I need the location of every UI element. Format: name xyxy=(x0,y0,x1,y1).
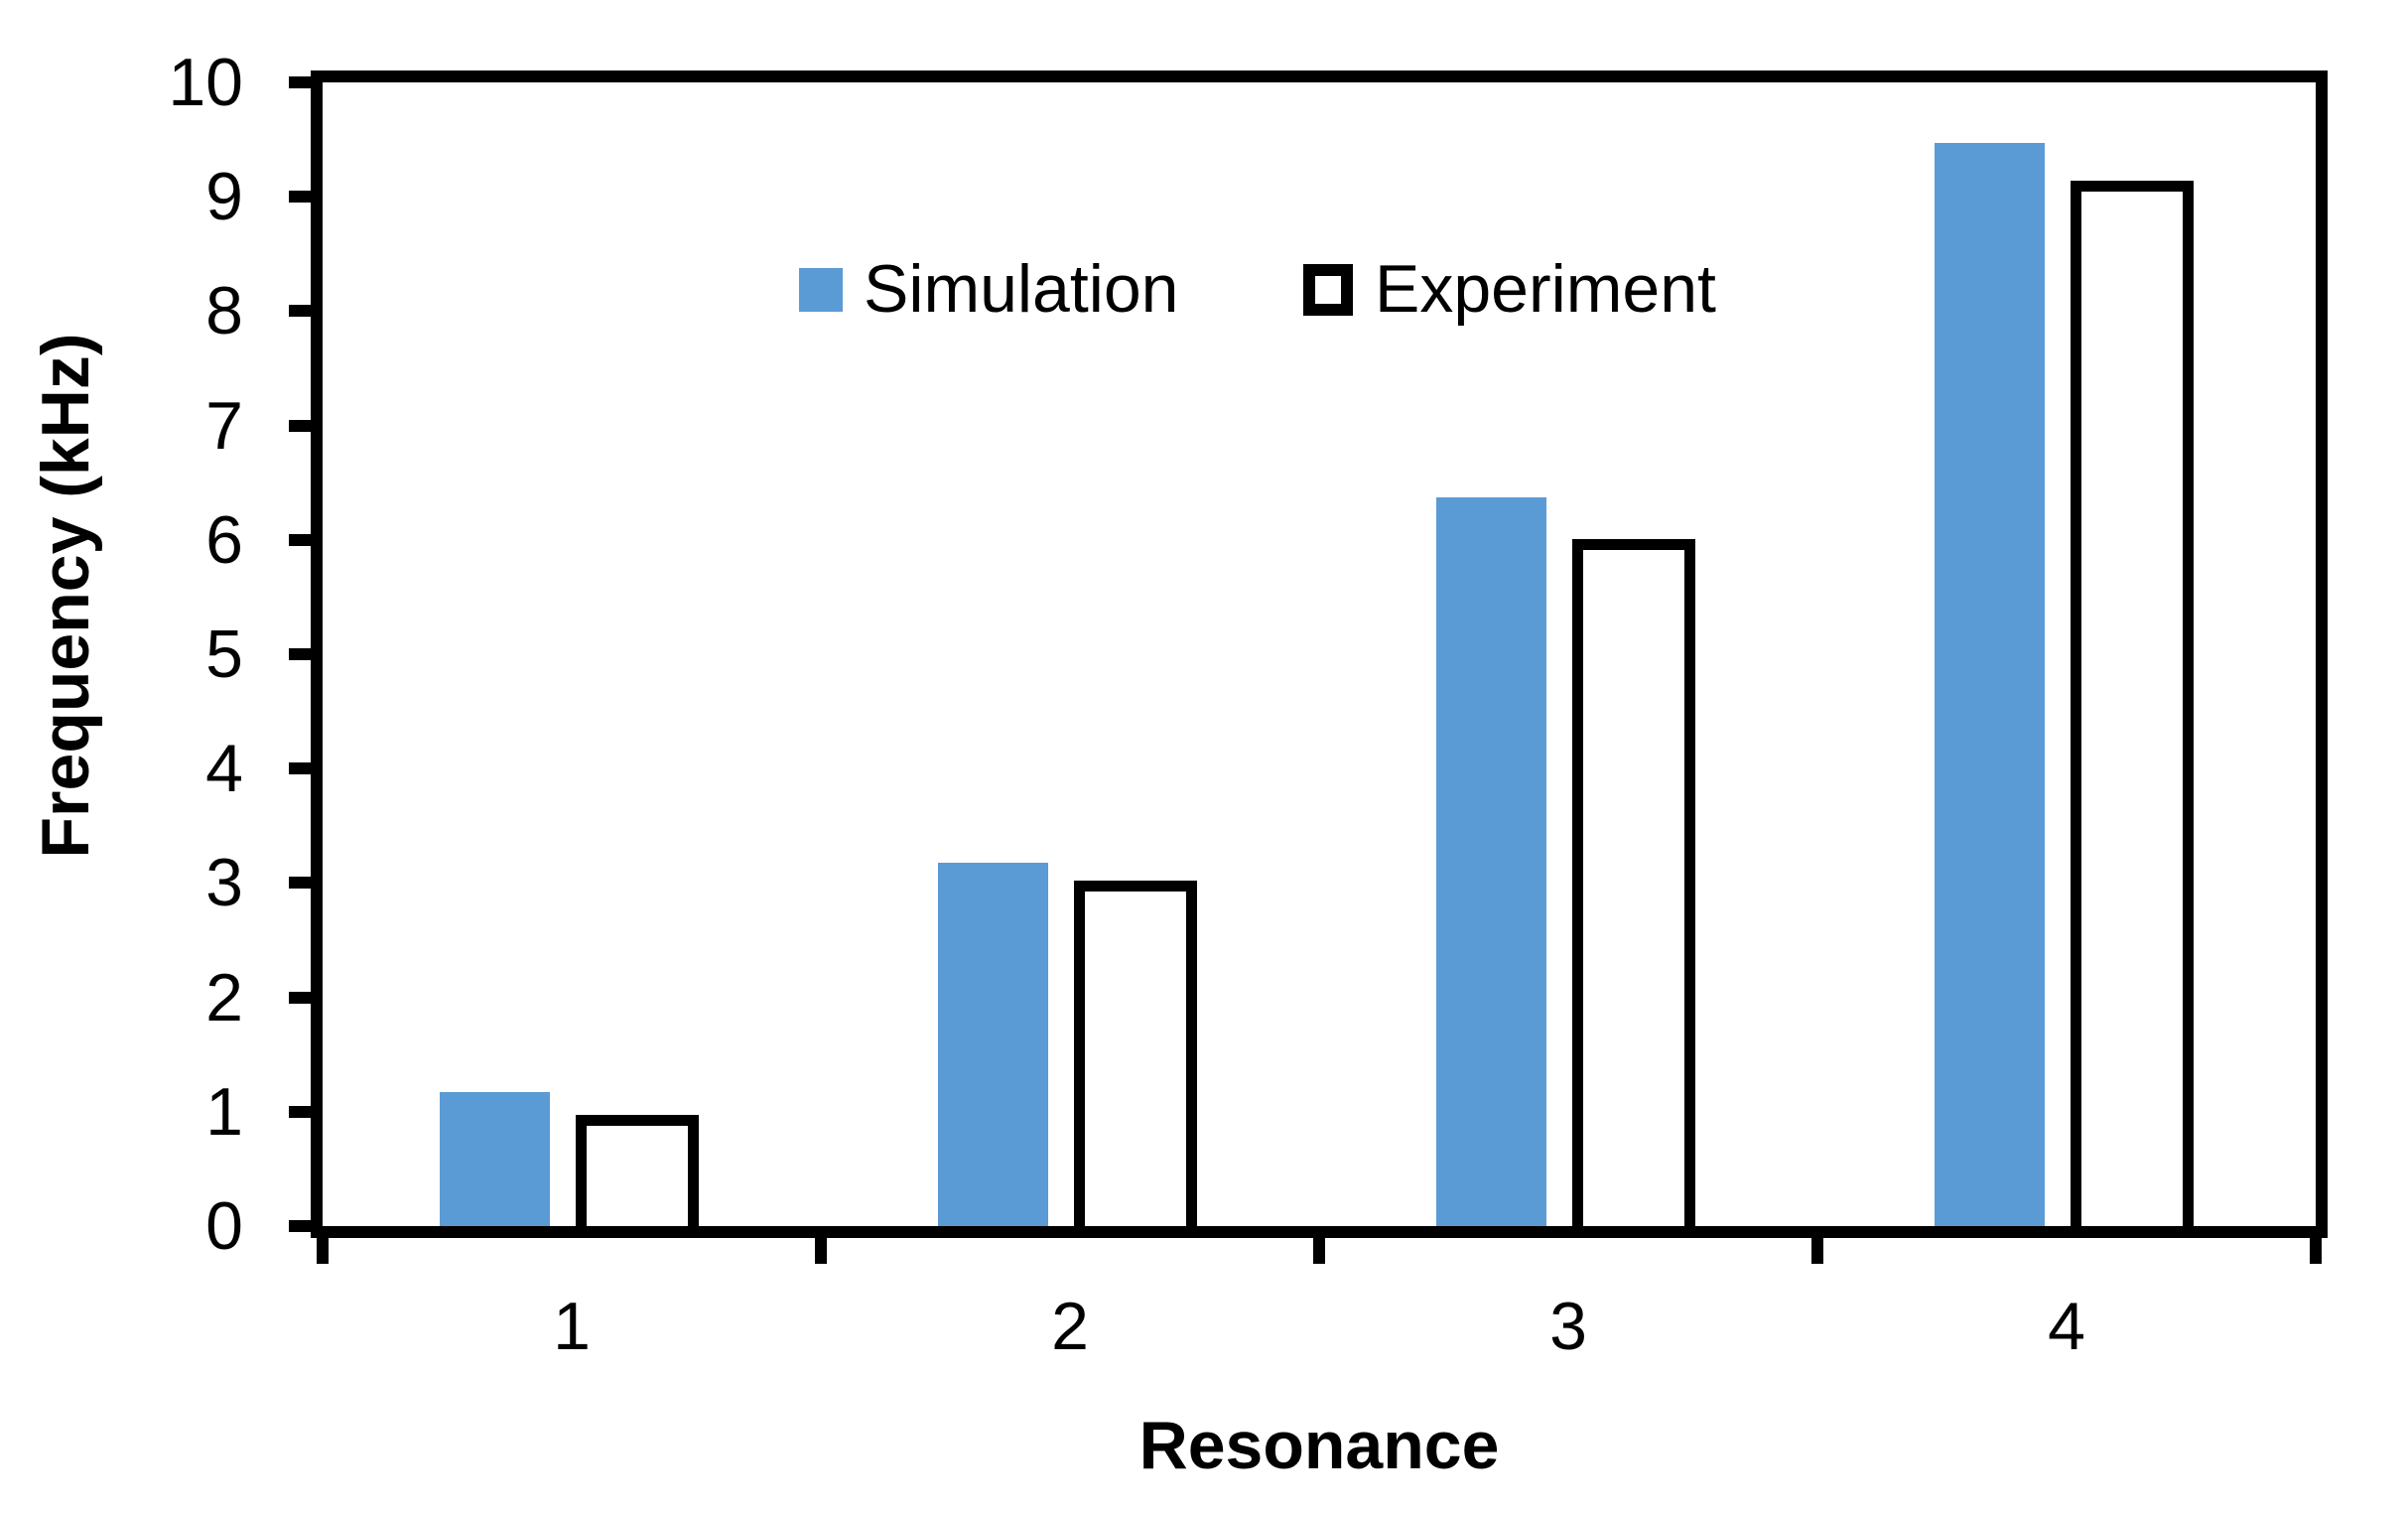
y-tick-mark-10 xyxy=(289,76,311,88)
bar-simulation-resonance-1 xyxy=(440,1092,550,1226)
y-tick-label-6: 6 xyxy=(205,502,243,578)
y-tick-mark-2 xyxy=(289,992,311,1004)
bar-experiment-resonance-3 xyxy=(1572,539,1695,1226)
y-tick-mark-6 xyxy=(289,534,311,546)
y-tick-mark-3 xyxy=(289,877,311,889)
x-tick-mark-3 xyxy=(1811,1238,1823,1264)
x-tick-label-3: 3 xyxy=(1549,1289,1587,1364)
y-tick-label-1: 1 xyxy=(205,1074,243,1150)
y-tick-mark-9 xyxy=(289,191,311,203)
y-tick-mark-8 xyxy=(289,305,311,317)
y-tick-mark-1 xyxy=(289,1106,311,1118)
y-tick-label-4: 4 xyxy=(205,731,243,806)
y-tick-mark-7 xyxy=(289,420,311,432)
y-tick-mark-0 xyxy=(289,1220,311,1232)
y-tick-label-7: 7 xyxy=(205,388,243,464)
bar-experiment-resonance-4 xyxy=(2071,181,2194,1226)
bar-experiment-resonance-1 xyxy=(576,1115,699,1226)
bar-simulation-resonance-2 xyxy=(938,863,1048,1226)
y-tick-label-2: 2 xyxy=(205,960,243,1035)
y-tick-mark-5 xyxy=(289,648,311,660)
y-tick-label-8: 8 xyxy=(205,273,243,348)
bar-simulation-resonance-3 xyxy=(1436,497,1546,1226)
x-tick-mark-4 xyxy=(2310,1238,2322,1264)
x-tick-label-1: 1 xyxy=(553,1289,591,1364)
y-tick-label-5: 5 xyxy=(205,617,243,692)
plot-inner xyxy=(323,82,2316,1226)
y-tick-label-10: 10 xyxy=(168,45,243,120)
y-tick-label-3: 3 xyxy=(205,845,243,920)
x-tick-label-4: 4 xyxy=(2048,1289,2085,1364)
y-tick-label-9: 9 xyxy=(205,159,243,234)
x-axis-title: Resonance xyxy=(1138,1408,1500,1483)
x-tick-mark-0 xyxy=(317,1238,329,1264)
y-tick-label-0: 0 xyxy=(205,1188,243,1264)
x-tick-mark-1 xyxy=(815,1238,827,1264)
x-tick-label-2: 2 xyxy=(1051,1289,1089,1364)
bar-simulation-resonance-4 xyxy=(1935,143,2045,1226)
plot-area: Simulation Experiment xyxy=(311,70,2328,1238)
y-tick-mark-4 xyxy=(289,762,311,774)
x-tick-mark-2 xyxy=(1313,1238,1325,1264)
bar-experiment-resonance-2 xyxy=(1074,881,1197,1226)
